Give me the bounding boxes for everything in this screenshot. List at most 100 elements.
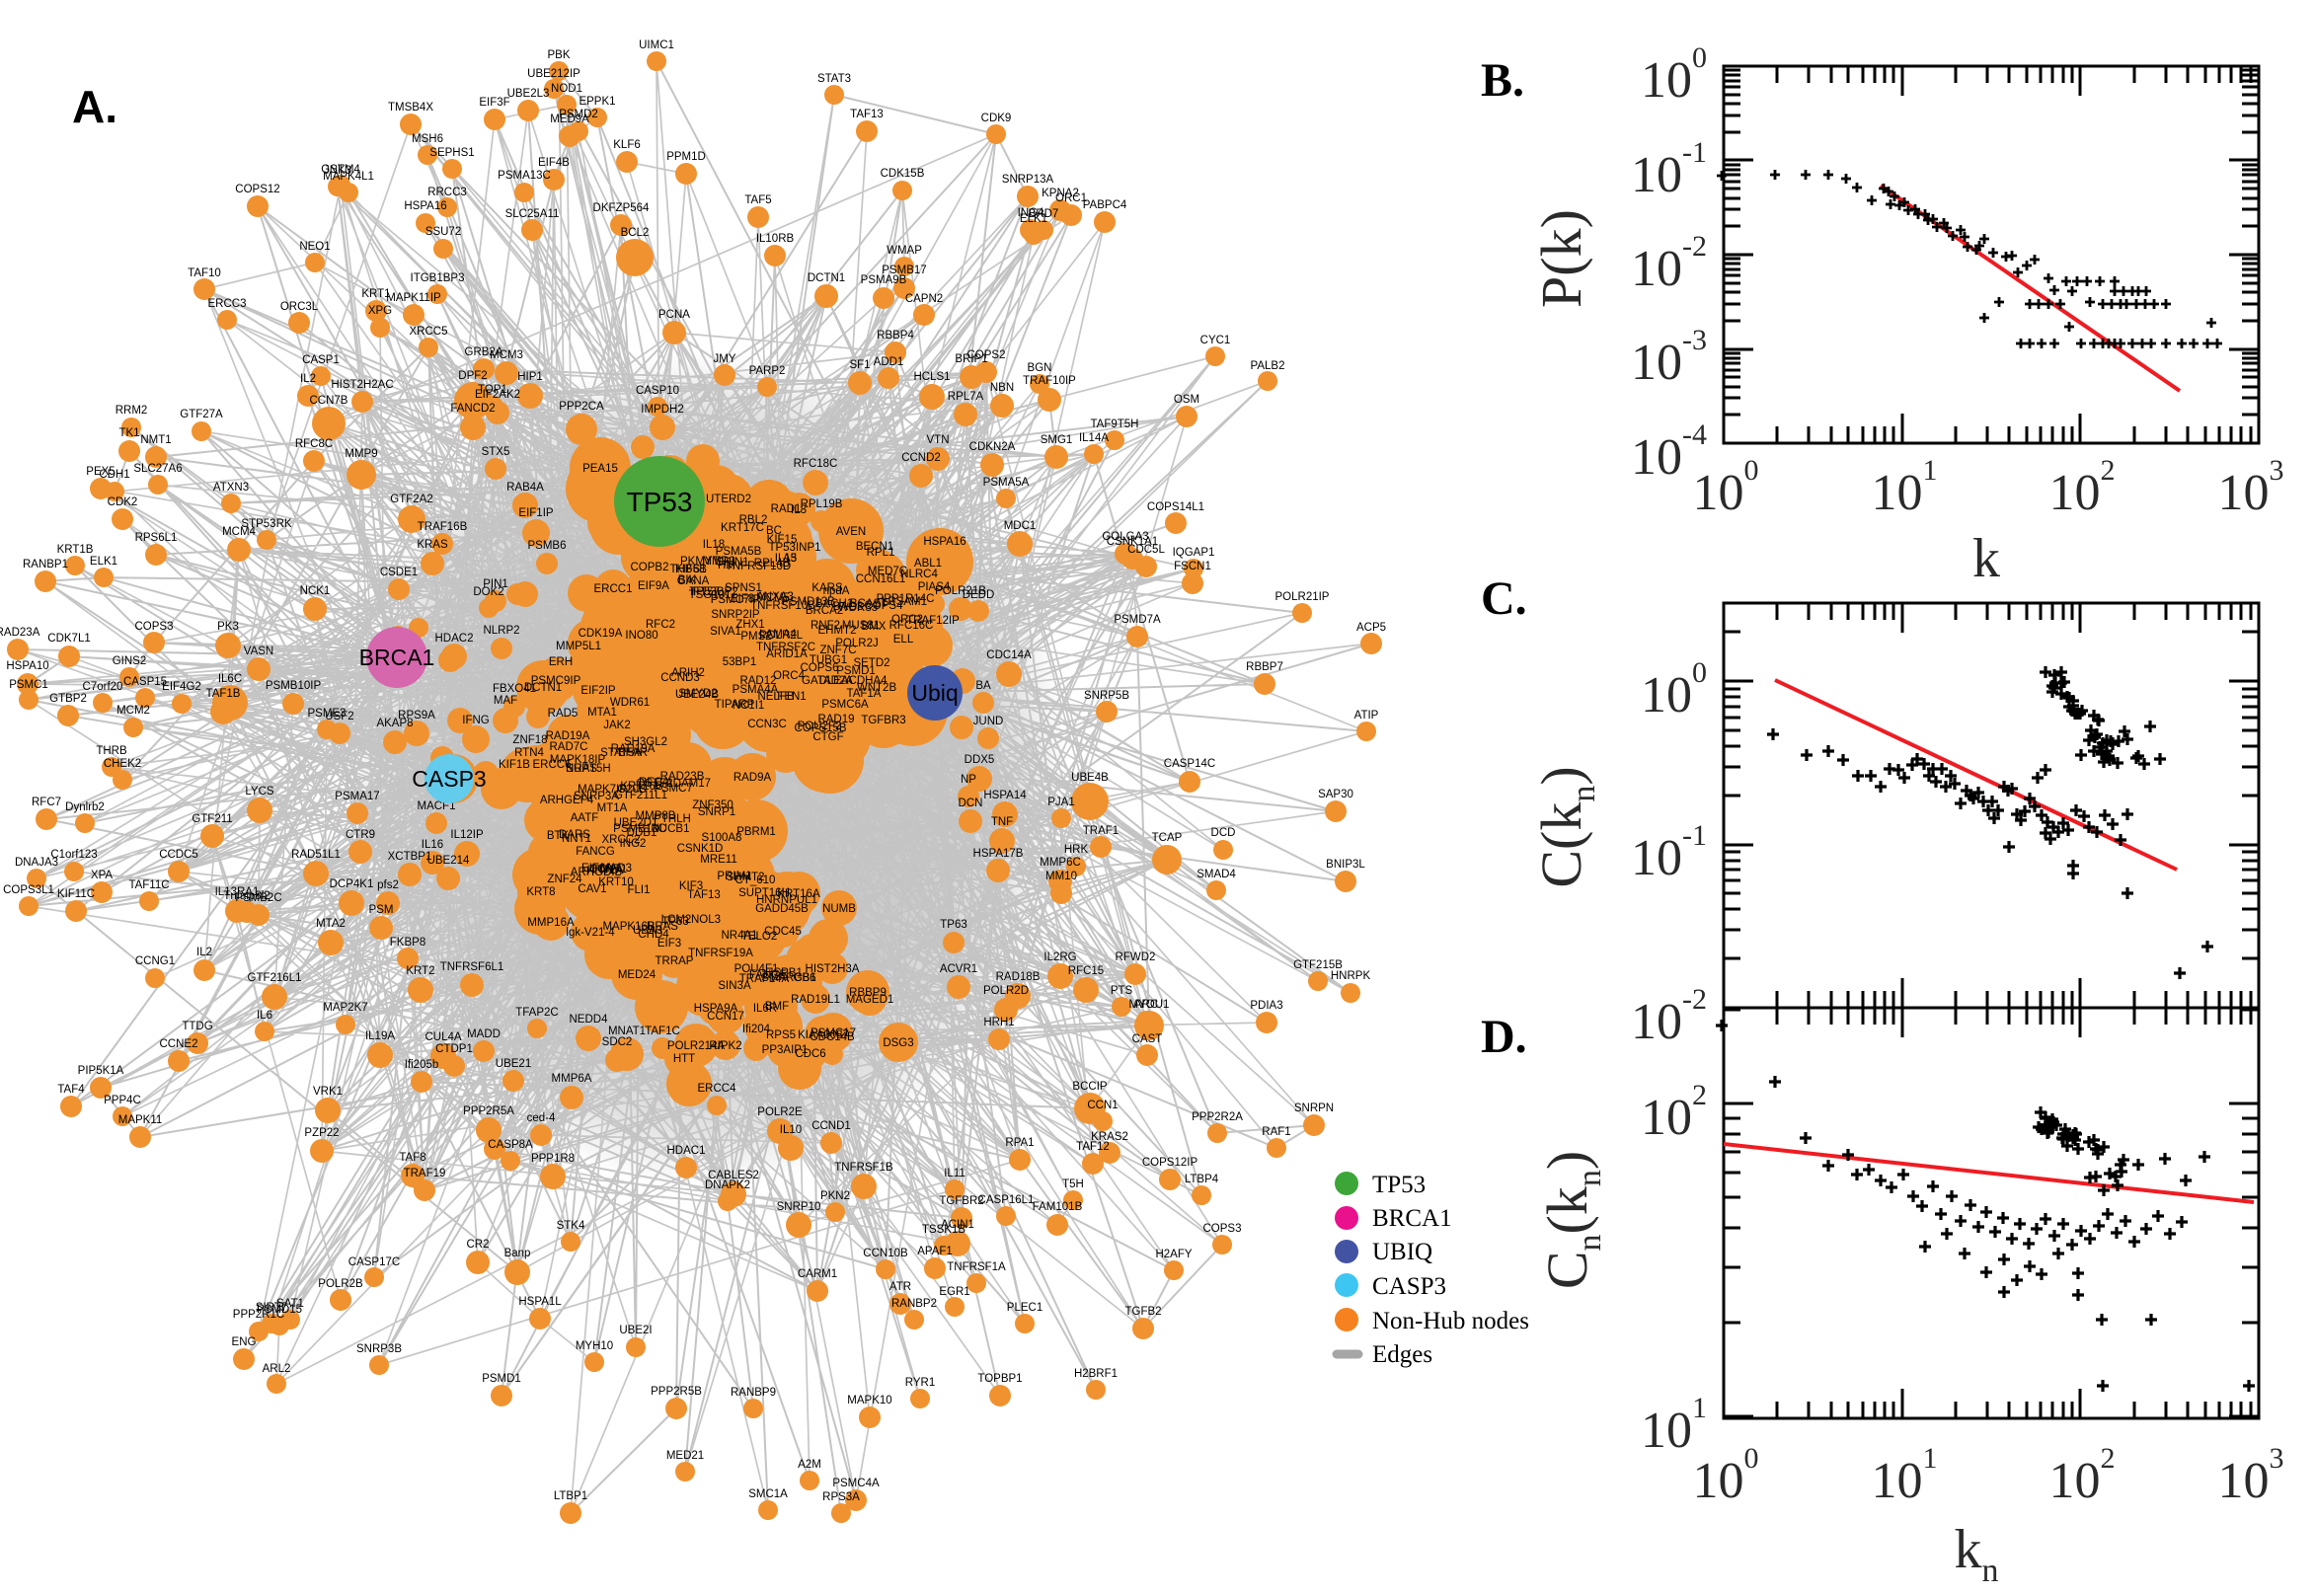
svg-text:TP53: TP53 (627, 487, 693, 517)
svg-text:FLI1: FLI1 (627, 884, 650, 896)
svg-text:PRIM1: PRIM1 (717, 871, 751, 882)
svg-text:JAK2: JAK2 (603, 720, 631, 731)
svg-text:DOK2: DOK2 (473, 586, 503, 598)
svg-text:RFC18C: RFC18C (794, 458, 838, 470)
svg-text:TNFRSF10D: TNFRSF10D (726, 561, 791, 572)
svg-text:MNAT1: MNAT1 (608, 1026, 646, 1037)
svg-text:MAPK11IP: MAPK11IP (386, 292, 441, 304)
svg-text:NUCB1: NUCB1 (652, 823, 690, 835)
svg-text:IL2RG: IL2RG (1043, 951, 1076, 963)
svg-text:PSMD2: PSMD2 (559, 109, 598, 120)
svg-text:HRK: HRK (1064, 844, 1089, 856)
svg-text:B.: B. (1481, 54, 1524, 107)
svg-text:BCL2: BCL2 (621, 227, 650, 239)
svg-text:ORC2: ORC2 (891, 614, 923, 626)
svg-text:RNF2: RNF2 (811, 620, 840, 632)
svg-text:RANBP1: RANBP1 (23, 559, 68, 570)
svg-text:KRT16A: KRT16A (777, 888, 820, 900)
svg-text:ACIN1: ACIN1 (941, 1219, 974, 1231)
svg-text:WMAP: WMAP (887, 245, 922, 257)
svg-text:POU2F2: POU2F2 (798, 721, 842, 732)
svg-text:TGFBR3: TGFBR3 (861, 715, 905, 726)
svg-text:BECN1: BECN1 (856, 541, 893, 553)
svg-text:BRIP1: BRIP1 (955, 353, 987, 365)
svg-text:NRAS: NRAS (566, 763, 597, 775)
svg-text:MTA2: MTA2 (316, 918, 346, 930)
svg-text:DCD: DCD (1211, 827, 1236, 839)
svg-text:RFWD2: RFWD2 (1116, 951, 1156, 963)
svg-text:PSMB10IP: PSMB10IP (266, 680, 322, 692)
svg-text:TAF12: TAF12 (1076, 1141, 1110, 1153)
svg-text:PP3AIP1: PP3AIP1 (762, 1044, 809, 1056)
svg-text:COPS6: COPS6 (801, 662, 839, 674)
svg-text:RFC4: RFC4 (639, 777, 669, 789)
svg-text:ERCC4: ERCC4 (698, 1083, 737, 1095)
svg-text:NEO1: NEO1 (299, 241, 330, 253)
svg-text:TRAF19: TRAF19 (404, 1168, 446, 1179)
svg-text:UBE24B: UBE24B (675, 689, 719, 701)
svg-text:EIF1IP: EIF1IP (518, 507, 553, 519)
svg-text:HSPA14: HSPA14 (983, 790, 1027, 801)
svg-text:PSMC7: PSMC7 (654, 783, 693, 795)
svg-text:PSMC4A: PSMC4A (832, 1478, 880, 1489)
svg-text:MYH10: MYH10 (576, 1340, 613, 1352)
svg-text:AKAP8: AKAP8 (376, 718, 413, 729)
svg-text:NNT1: NNT1 (562, 833, 591, 845)
svg-text:PSM: PSM (369, 904, 394, 916)
svg-text:ORC3L: ORC3L (280, 301, 319, 313)
svg-text:PSMC6A: PSMC6A (821, 699, 869, 711)
svg-text:SH3GL2: SH3GL2 (624, 736, 667, 748)
svg-text:PBRM1: PBRM1 (736, 826, 776, 838)
svg-text:POLR21IP: POLR21IP (1275, 591, 1330, 603)
svg-text:LTBP1: LTBP1 (554, 1490, 587, 1502)
svg-text:CCND1: CCND1 (811, 1120, 851, 1132)
svg-text:ERCC3: ERCC3 (208, 298, 247, 310)
svg-text:CCN1: CCN1 (1087, 1100, 1118, 1111)
svg-text:CASP14C: CASP14C (1164, 758, 1215, 770)
svg-text:POLR2B: POLR2B (318, 1278, 363, 1290)
svg-text:ING2: ING2 (620, 838, 647, 850)
svg-text:SLC25A11: SLC25A11 (505, 208, 560, 220)
svg-text:PKMYT1: PKMYT1 (680, 556, 726, 568)
svg-text:EIF2AK2: EIF2AK2 (475, 389, 520, 401)
svg-text:JMY: JMY (714, 353, 736, 365)
svg-text:TRAF16B: TRAF16B (418, 521, 468, 533)
svg-text:SIVA1: SIVA1 (710, 626, 741, 638)
svg-text:NLRC4: NLRC4 (900, 569, 938, 580)
svg-text:RANBP2: RANBP2 (891, 1298, 937, 1310)
svg-text:FSCN1: FSCN1 (1174, 561, 1211, 572)
svg-text:IL11: IL11 (944, 1168, 965, 1179)
svg-text:ACP5: ACP5 (1356, 622, 1386, 634)
svg-text:PSMA17: PSMA17 (335, 791, 379, 802)
svg-text:ORC4: ORC4 (773, 670, 806, 682)
svg-text:STAT5A: STAT5A (600, 747, 642, 759)
svg-text:RAD18B: RAD18B (996, 971, 1041, 983)
svg-text:IL6R: IL6R (753, 1003, 777, 1015)
svg-text:CDC14B: CDC14B (810, 1031, 855, 1043)
svg-text:ELK1: ELK1 (90, 556, 117, 568)
svg-text:IL19A: IL19A (365, 1030, 395, 1042)
svg-text:TK1: TK1 (118, 427, 139, 439)
svg-text:UBE214: UBE214 (427, 855, 470, 867)
svg-text:CCN3C: CCN3C (747, 719, 787, 730)
svg-text:KIF15: KIF15 (767, 534, 798, 546)
svg-text:MT1A: MT1A (597, 802, 628, 814)
svg-text:BC: BC (766, 525, 782, 537)
svg-text:ATR: ATR (889, 1281, 911, 1293)
svg-text:STX5: STX5 (482, 446, 510, 458)
svg-text:TNFRSF1B: TNFRSF1B (834, 1162, 893, 1174)
svg-text:CYC1: CYC1 (1200, 335, 1231, 346)
svg-text:MAPK7IP: MAPK7IP (578, 784, 627, 796)
svg-text:MDC1: MDC1 (1004, 520, 1037, 532)
svg-text:GTF27A: GTF27A (180, 409, 223, 420)
svg-text:COPS4: COPS4 (865, 600, 904, 612)
svg-text:ELL: ELL (893, 634, 914, 646)
svg-text:ERCC6: ERCC6 (533, 759, 572, 771)
svg-text:TOP1: TOP1 (478, 384, 507, 396)
svg-text:T5H: T5H (1062, 1178, 1084, 1190)
svg-text:GTF215B: GTF215B (1293, 959, 1343, 971)
svg-text:TCAP: TCAP (1152, 832, 1183, 844)
svg-text:HTT: HTT (673, 1053, 695, 1065)
svg-text:ZNF7C: ZNF7C (819, 645, 856, 656)
svg-text:FANCD2: FANCD2 (450, 403, 495, 415)
